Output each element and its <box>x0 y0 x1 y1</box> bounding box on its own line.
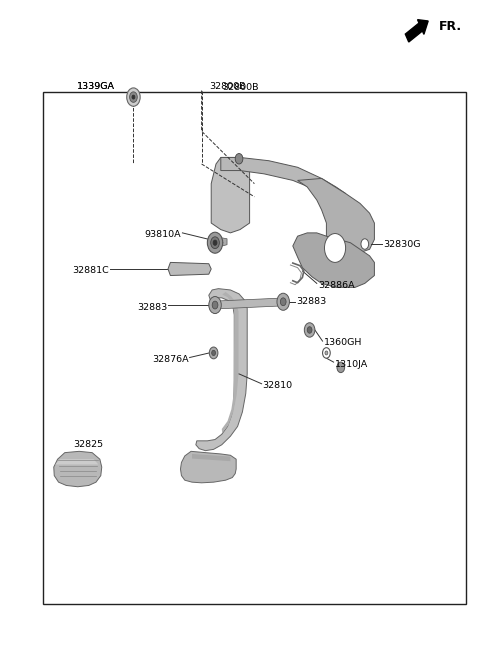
Circle shape <box>324 234 346 262</box>
Circle shape <box>207 232 223 253</box>
Text: 32883: 32883 <box>137 302 167 312</box>
Circle shape <box>280 298 286 306</box>
Text: 32810: 32810 <box>263 381 293 390</box>
Circle shape <box>212 301 218 309</box>
Circle shape <box>337 362 345 373</box>
Circle shape <box>209 297 221 314</box>
Polygon shape <box>54 451 102 487</box>
Polygon shape <box>196 289 247 451</box>
Polygon shape <box>298 178 374 255</box>
Polygon shape <box>192 454 230 461</box>
Circle shape <box>212 350 216 356</box>
Bar <box>43 92 466 604</box>
Text: 32800B: 32800B <box>222 83 258 92</box>
Polygon shape <box>220 237 227 247</box>
Circle shape <box>361 239 369 249</box>
Polygon shape <box>215 298 287 309</box>
Circle shape <box>211 237 219 249</box>
Text: 1310JA: 1310JA <box>335 359 368 369</box>
Polygon shape <box>211 157 250 233</box>
Circle shape <box>277 293 289 310</box>
Text: 1339GA: 1339GA <box>77 82 115 91</box>
Text: 32883: 32883 <box>296 297 326 306</box>
Circle shape <box>127 88 140 106</box>
Text: 1360GH: 1360GH <box>324 338 362 347</box>
Circle shape <box>209 347 218 359</box>
Circle shape <box>130 92 137 102</box>
Polygon shape <box>180 451 236 483</box>
Circle shape <box>307 327 312 333</box>
Text: 93810A: 93810A <box>145 230 181 239</box>
Text: 32830G: 32830G <box>383 239 420 249</box>
Polygon shape <box>221 157 346 203</box>
Polygon shape <box>222 292 239 433</box>
Text: 32881C: 32881C <box>72 266 109 275</box>
Circle shape <box>235 154 243 164</box>
Text: 32800B: 32800B <box>209 82 245 91</box>
Polygon shape <box>168 262 211 276</box>
Circle shape <box>132 95 135 99</box>
Circle shape <box>213 240 217 245</box>
Circle shape <box>325 351 328 355</box>
Text: 1339GA: 1339GA <box>77 82 115 91</box>
Text: 32886A: 32886A <box>318 281 354 290</box>
Polygon shape <box>293 233 374 287</box>
FancyArrow shape <box>405 20 428 42</box>
Text: 32825: 32825 <box>73 440 103 449</box>
Polygon shape <box>55 459 98 464</box>
Text: FR.: FR. <box>439 20 462 33</box>
Text: 32876A: 32876A <box>152 355 189 364</box>
Circle shape <box>323 348 330 358</box>
Circle shape <box>304 323 315 337</box>
